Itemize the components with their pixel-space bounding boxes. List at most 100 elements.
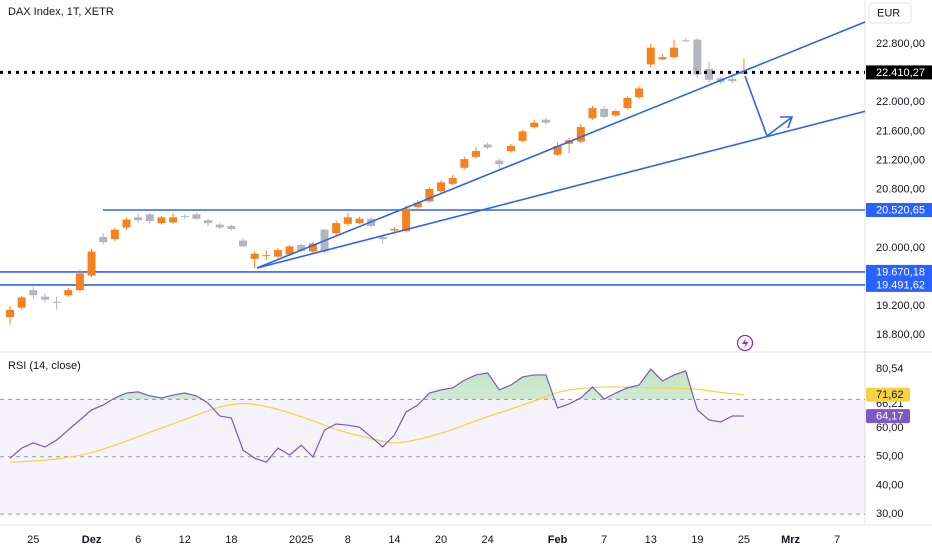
y-tick-label: 18.800,00: [876, 329, 925, 341]
rsi-tick-label: 30,00: [876, 508, 904, 520]
candle-body: [705, 68, 713, 80]
candle-body: [204, 220, 213, 224]
candle-body: [448, 178, 457, 184]
trend-line: [256, 110, 865, 269]
candle-body: [658, 57, 667, 60]
candle-body: [52, 301, 61, 303]
candle-body: [646, 47, 655, 65]
x-tick-label: 14: [388, 534, 400, 546]
last-price-label: 22.410,27: [876, 67, 925, 79]
candle-body: [623, 97, 632, 109]
candle-body: [297, 244, 306, 251]
candle-body: [739, 72, 748, 74]
candle-body: [611, 111, 620, 116]
arrow-head: [780, 116, 794, 129]
rsi-value-label: 71,62: [876, 389, 904, 401]
x-tick-label: 24: [482, 534, 494, 546]
x-tick-label: 7: [601, 534, 607, 546]
trend-line: [256, 21, 865, 269]
rsi-value-label: 64,17: [876, 410, 904, 422]
title-backdrop: [0, 2, 140, 20]
candle-body: [29, 290, 38, 296]
candle-body: [355, 218, 364, 224]
candle-body: [518, 131, 527, 141]
candle-body: [681, 40, 690, 42]
candle-body: [99, 236, 108, 243]
candle-body: [588, 108, 597, 119]
level-label: 19.670,18: [876, 266, 925, 278]
x-tick-label: Feb: [548, 534, 568, 546]
icon-bolt[interactable]: [742, 338, 749, 348]
chart-title: DAX Index, 1T, XETR: [8, 6, 114, 18]
x-tick-label: 6: [135, 534, 141, 546]
rsi-line: [9, 368, 744, 463]
level-label-box: [866, 202, 932, 217]
candle-body: [495, 160, 504, 165]
candle-body: [285, 246, 294, 255]
candle-body: [308, 243, 317, 252]
currency-box[interactable]: [868, 2, 912, 24]
y-tick-label: 21.600,00: [876, 125, 925, 137]
candle-body: [483, 144, 492, 148]
candle-body: [437, 182, 446, 192]
price-panel: [0, 38, 865, 325]
last-price-box: [866, 65, 932, 80]
candle-body: [728, 78, 737, 82]
candle-body: [390, 228, 399, 231]
x-tick-label: Dez: [82, 534, 102, 546]
candle-body: [157, 217, 166, 224]
y-tick-label: 19.200,00: [876, 300, 925, 312]
candle-body: [460, 159, 469, 168]
x-tick-label: 18: [225, 534, 237, 546]
candle-body: [541, 119, 550, 123]
candle-body: [134, 217, 143, 221]
x-tick-label: 12: [179, 534, 191, 546]
y-tick-label: 20.800,00: [876, 184, 925, 196]
candle-body: [40, 296, 49, 300]
candle-body: [6, 309, 14, 318]
candle-body: [425, 188, 434, 202]
candle-body: [273, 250, 282, 257]
level-label-box: [866, 277, 932, 292]
projection-arrow: [744, 75, 793, 138]
rsi-tick-label: 80,54: [876, 363, 904, 375]
candle-body: [506, 145, 515, 152]
rsi-tick-label: 40,00: [876, 479, 904, 491]
x-tick-label: Mrz: [781, 534, 800, 546]
candle-body: [215, 224, 224, 228]
candle-body: [413, 202, 422, 208]
candle-body: [180, 215, 189, 217]
candle-body: [169, 217, 178, 223]
alert-icon[interactable]: [736, 334, 754, 352]
candle-body: [87, 251, 96, 276]
x-tick-label: 2025: [289, 534, 313, 546]
candle-body: [64, 290, 73, 296]
x-tick-label: 13: [645, 534, 657, 546]
candle-body: [530, 122, 539, 128]
candle-body: [75, 273, 84, 291]
candle-body: [17, 297, 26, 308]
level-label: 20.520,65: [876, 204, 925, 216]
rsi-tick-label: 60,00: [876, 422, 904, 434]
y-tick-label: 22.800,00: [876, 38, 925, 50]
candle-body: [192, 214, 201, 219]
candle-body: [262, 255, 271, 257]
plot-layer: 22.800,00 22.000,00 21.600,00 21.200,00 20.8…: [0, 38, 932, 546]
candle-body: [472, 151, 480, 157]
level-label: 19.491,62: [876, 279, 925, 291]
candle-body: [635, 88, 644, 98]
rsi-tick-label: 50,00: [876, 451, 904, 463]
drawings: [256, 21, 865, 269]
candle-body: [343, 217, 352, 224]
x-tick-label: 25: [738, 534, 750, 546]
candle-body: [600, 108, 609, 117]
currency[interactable]: EUR: [877, 7, 900, 19]
x-tick-label: 8: [345, 534, 351, 546]
overbought-fill: [10, 369, 744, 400]
y-tick-label: 22.000,00: [876, 96, 925, 108]
y-tick-label: 21.200,00: [876, 154, 925, 166]
candle-body: [122, 219, 131, 228]
candle-body: [576, 127, 585, 142]
